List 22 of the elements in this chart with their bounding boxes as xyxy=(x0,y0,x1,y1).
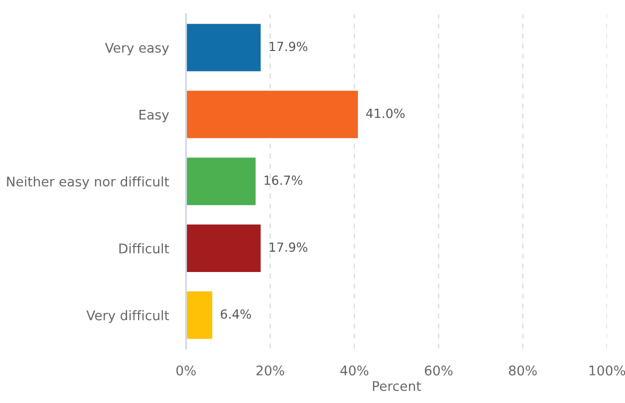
x-tick-label: 20% xyxy=(256,365,284,376)
data-label: 17.9% xyxy=(270,242,308,252)
y-tick-label: Very easy xyxy=(105,42,169,56)
x-axis-title: Percent xyxy=(372,381,421,392)
x-tick-label: 80% xyxy=(509,365,537,376)
y-tick-label: Neither easy nor difficult xyxy=(7,176,170,190)
data-label: 6.4% xyxy=(220,309,251,319)
bar xyxy=(186,223,262,274)
y-tick-label: Easy xyxy=(140,110,169,122)
bar xyxy=(186,89,360,140)
data-label: 17.9% xyxy=(270,42,308,52)
bar xyxy=(186,22,262,73)
x-tick-label: 60% xyxy=(424,365,453,376)
data-label: 16.7% xyxy=(264,176,302,185)
bar xyxy=(186,290,214,340)
y-tick-label: Difficult xyxy=(119,243,170,254)
data-label: 41.0% xyxy=(366,108,405,118)
x-tick-label: 40% xyxy=(340,365,368,376)
x-tick-label: 0% xyxy=(176,365,196,376)
x-tick-label: 100% xyxy=(590,365,625,376)
bar xyxy=(186,156,257,206)
y-tick-label: Very difficult xyxy=(86,310,170,323)
